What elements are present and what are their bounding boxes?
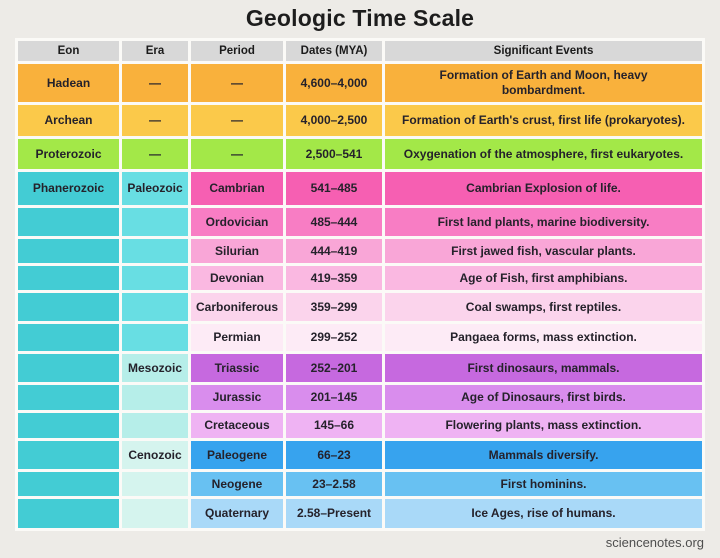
dates-cell: 2,500–541 — [286, 139, 382, 169]
eon-cell — [18, 239, 119, 263]
era-cell — [122, 208, 188, 236]
eon-cell: Phanerozoic — [18, 172, 119, 205]
table-row: Ordovician 485–444 First land plants, mari… — [18, 208, 702, 236]
table-row: Jurassic 201–145 Age of Dinosaurs, first b… — [18, 385, 702, 410]
table-row: Hadean — —4,600–4,000 Formation of Earth an… — [18, 64, 702, 102]
era-cell: Mesozoic — [122, 354, 188, 382]
eon-cell: Hadean — [18, 64, 119, 102]
era-cell: Paleozoic — [122, 172, 188, 205]
period-cell: Cambrian — [191, 172, 283, 205]
era-cell — [122, 413, 188, 438]
events-cell: First jawed fish, vascular plants. — [385, 239, 702, 263]
era-cell: — — [122, 105, 188, 136]
events-cell: Age of Dinosaurs, first birds. — [385, 385, 702, 410]
eon-cell — [18, 266, 119, 290]
events-cell: Cambrian Explosion of life. — [385, 172, 702, 205]
dates-cell: 145–66 — [286, 413, 382, 438]
period-cell: Permian — [191, 324, 283, 351]
dates-cell: 201–145 — [286, 385, 382, 410]
events-cell: Pangaea forms, mass extinction. — [385, 324, 702, 351]
table-row: Mesozoic Triassic 252–201 First dinosaurs, … — [18, 354, 702, 382]
events-cell: Formation of Earth's crust, first life (… — [385, 105, 702, 136]
table-row: Proterozoic — —2,500–541 Oxygenation of the… — [18, 139, 702, 169]
table-row: Silurian 444–419 First jawed fish, vascula… — [18, 239, 702, 263]
dates-cell: 541–485 — [286, 172, 382, 205]
table-row: Devonian 419–359 Age of Fish, first amphib… — [18, 266, 702, 290]
table-row: Cretaceous 145–66 Flowering plants, mass e… — [18, 413, 702, 438]
header-row: Eon Era Period Dates (MYA) Significant Event… — [18, 41, 702, 61]
dates-cell: 299–252 — [286, 324, 382, 351]
eon-cell — [18, 441, 119, 469]
period-cell: Paleogene — [191, 441, 283, 469]
table-row: Carboniferous 359–299 Coal swamps, first r… — [18, 293, 702, 321]
dates-cell: 23–2.58 — [286, 472, 382, 496]
period-cell: Triassic — [191, 354, 283, 382]
events-cell: First land plants, marine biodiversity. — [385, 208, 702, 236]
eon-cell: Archean — [18, 105, 119, 136]
era-cell: Cenozoic — [122, 441, 188, 469]
events-cell: Age of Fish, first amphibians. — [385, 266, 702, 290]
events-cell: Mammals diversify. — [385, 441, 702, 469]
eon-cell — [18, 413, 119, 438]
era-cell: — — [122, 64, 188, 102]
era-cell — [122, 324, 188, 351]
dates-cell: 419–359 — [286, 266, 382, 290]
column-header-events: Significant Events — [385, 41, 702, 61]
dates-cell: 2.58–Present — [286, 499, 382, 528]
period-cell: Neogene — [191, 472, 283, 496]
column-header-era: Era — [122, 41, 188, 61]
period-cell: Jurassic — [191, 385, 283, 410]
era-cell — [122, 385, 188, 410]
era-cell: — — [122, 139, 188, 169]
events-cell: Formation of Earth and Moon, heavy bomba… — [385, 64, 702, 102]
table-row: Neogene 23–2.58 First hominins. — [18, 472, 702, 496]
eon-cell — [18, 293, 119, 321]
dates-cell: 444–419 — [286, 239, 382, 263]
period-cell: — — [191, 105, 283, 136]
era-cell — [122, 239, 188, 263]
period-cell: Silurian — [191, 239, 283, 263]
eon-cell — [18, 324, 119, 351]
geologic-time-scale-table: Eon Era Period Dates (MYA) Significant Event… — [15, 38, 705, 531]
period-cell: Devonian — [191, 266, 283, 290]
period-cell: Cretaceous — [191, 413, 283, 438]
eon-cell — [18, 472, 119, 496]
dates-cell: 252–201 — [286, 354, 382, 382]
era-cell — [122, 499, 188, 528]
eon-cell: Proterozoic — [18, 139, 119, 169]
events-cell: First hominins. — [385, 472, 702, 496]
era-cell — [122, 266, 188, 290]
period-cell: — — [191, 139, 283, 169]
dates-cell: 4,000–2,500 — [286, 105, 382, 136]
era-cell — [122, 293, 188, 321]
dates-cell: 359–299 — [286, 293, 382, 321]
era-cell — [122, 472, 188, 496]
table-row: Quaternary 2.58–Present Ice Ages, rise of … — [18, 499, 702, 528]
events-cell: Oxygenation of the atmosphere, first euk… — [385, 139, 702, 169]
dates-cell: 66–23 — [286, 441, 382, 469]
source-credit: sciencenotes.org — [605, 535, 704, 550]
period-cell: — — [191, 64, 283, 102]
table-row: Cenozoic Paleogene 66–23 Mammals diversify. — [18, 441, 702, 469]
eon-cell — [18, 499, 119, 528]
eon-cell — [18, 208, 119, 236]
column-header-period: Period — [191, 41, 283, 61]
period-cell: Carboniferous — [191, 293, 283, 321]
column-header-eon: Eon — [18, 41, 119, 61]
period-cell: Ordovician — [191, 208, 283, 236]
eon-cell — [18, 354, 119, 382]
events-cell: Ice Ages, rise of humans. — [385, 499, 702, 528]
dates-cell: 485–444 — [286, 208, 382, 236]
column-header-dates: Dates (MYA) — [286, 41, 382, 61]
page-title: Geologic Time Scale — [245, 5, 475, 31]
events-cell: Flowering plants, mass extinction. — [385, 413, 702, 438]
period-cell: Quaternary — [191, 499, 283, 528]
events-cell: Coal swamps, first reptiles. — [385, 293, 702, 321]
table-row: Archean — —4,000–2,500 Formation of Earth's… — [18, 105, 702, 136]
table-row: Permian 299–252 Pangaea forms, mass extinc… — [18, 324, 702, 351]
table-row: Phanerozoic Paleozoic Cambrian 541–485 Cambr… — [18, 172, 702, 205]
dates-cell: 4,600–4,000 — [286, 64, 382, 102]
eon-cell — [18, 385, 119, 410]
events-cell: First dinosaurs, mammals. — [385, 354, 702, 382]
